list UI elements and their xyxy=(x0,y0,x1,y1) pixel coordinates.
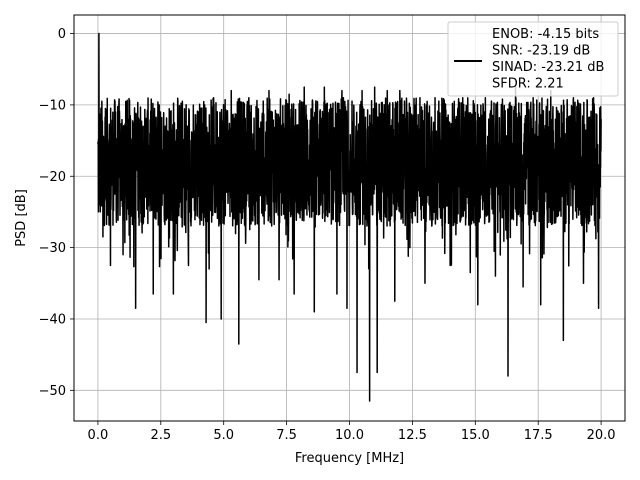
x-tick-label: 17.5 xyxy=(524,428,553,443)
y-tick-label: 0 xyxy=(58,27,66,42)
x-axis-label: Frequency [MHz] xyxy=(295,451,404,466)
x-tick-label: 10.0 xyxy=(335,428,364,443)
y-tick-label: −20 xyxy=(39,170,66,185)
x-tick-label: 0.0 xyxy=(88,428,109,443)
legend-line-text: SFDR: 2.21 xyxy=(492,77,564,92)
x-tick-label: 7.5 xyxy=(276,428,297,443)
y-tick-label: −30 xyxy=(39,241,66,256)
x-tick-label: 5.0 xyxy=(213,428,234,443)
axis-ticks: 0.0 2.5 5.0 7.5 10.0 12.5 15.0 17.5 20.0 0 −10 −20 −… xyxy=(39,27,616,443)
y-tick-label: −10 xyxy=(39,98,66,113)
y-axis-label: PSD [dB] xyxy=(14,189,29,247)
legend-line-text: SNR: -23.19 dB xyxy=(492,44,590,59)
x-tick-label: 15.0 xyxy=(461,428,490,443)
psd-line xyxy=(97,32,602,402)
legend-box xyxy=(447,21,619,97)
psd-series-path xyxy=(97,32,602,402)
legend-line-text: SINAD: -23.21 dB xyxy=(492,60,604,75)
x-tick-label: 20.0 xyxy=(587,428,616,443)
x-tick-label: 2.5 xyxy=(150,428,171,443)
x-tick-label: 12.5 xyxy=(398,428,427,443)
y-tick-label: −40 xyxy=(39,312,66,327)
legend-line-text: ENOB: -4.15 bits xyxy=(492,27,599,42)
y-tick-label: −50 xyxy=(39,384,66,399)
